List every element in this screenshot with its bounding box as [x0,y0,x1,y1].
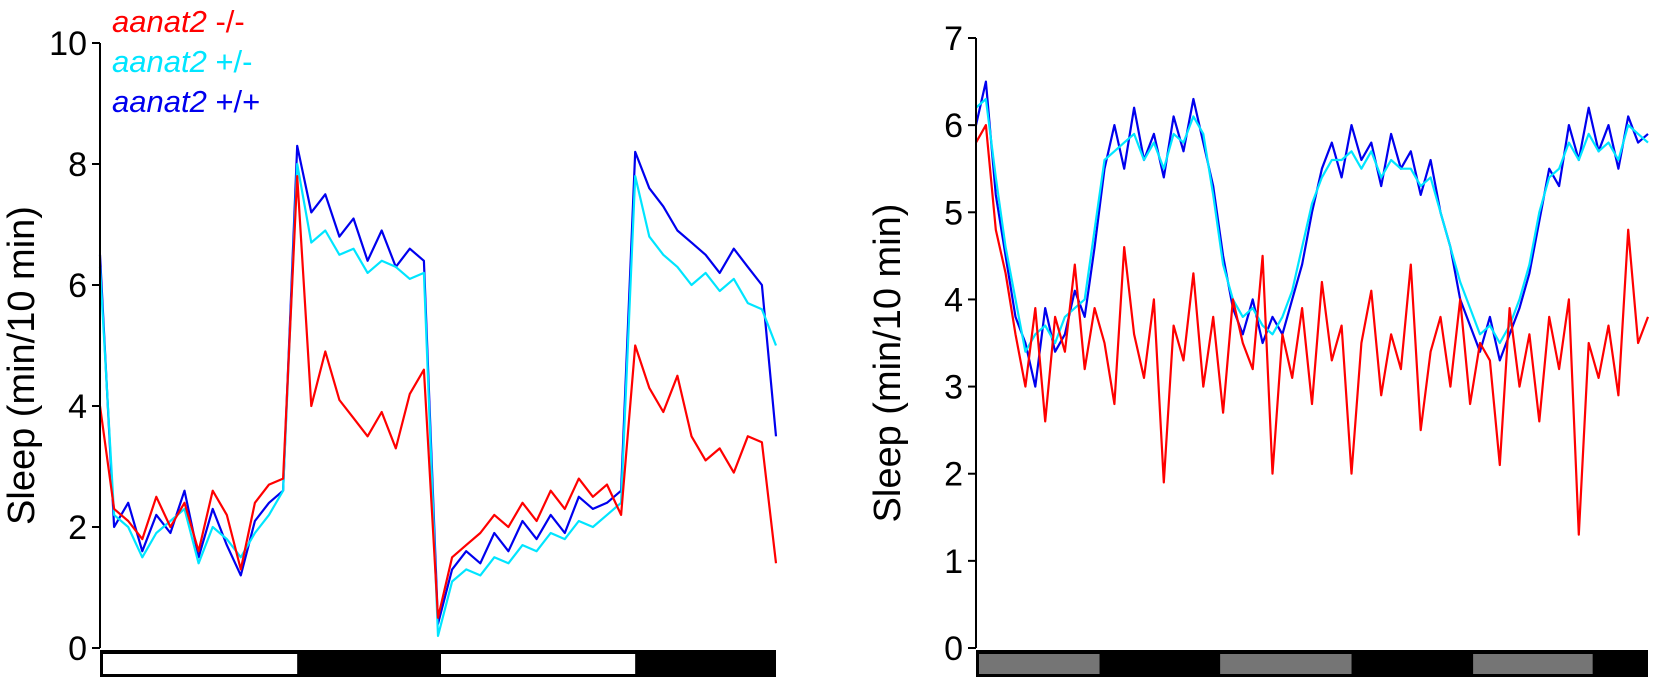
series-line-aanat2- [98,162,778,638]
light-period-segment [1220,654,1352,674]
y-tick-label: 1 [944,543,963,581]
y-tick-label: 0 [944,630,963,668]
series-line-aanat2- [975,123,1650,536]
light-period-segment [441,654,636,674]
y-tick-label: 0 [68,630,87,668]
legend-entry-wildtype: aanat2 +/+ [112,84,260,119]
y-axis-label: Sleep (min/10 min) [867,204,909,523]
y-tick-label: 4 [944,281,963,319]
panel-left-sleep-chart: 0 2 4 6 8 10 Sleep (min/10 min) [1,25,778,677]
series-line-aanat2- [98,175,778,619]
legend-entry-mutant: aanat2 -/- [112,4,245,39]
light-period-segment [1473,654,1593,674]
series-line-aanat2- [975,97,1649,353]
y-tick-label: 4 [68,388,87,426]
y-tick-label: 2 [68,509,87,547]
light-period-segment [103,654,298,674]
y-tick-label: 3 [944,369,963,407]
y-tick-label: 6 [68,267,87,305]
y-tick-label: 6 [944,107,963,145]
y-tick-label: 2 [944,456,963,494]
series-line-aanat2- [974,80,1649,388]
legend-entry-het: aanat2 +/- [112,44,253,79]
light-period-segment [979,654,1100,674]
y-tick-label: 5 [944,194,963,232]
legend: aanat2 -/- aanat2 +/- aanat2 +/+ [112,4,260,119]
y-tick-label: 7 [944,20,963,58]
y-axis-label: Sleep (min/10 min) [1,206,43,525]
panel-right-sleep-chart: 0 1 2 3 4 5 6 7 Sleep (min/10 min) [867,20,1650,677]
y-tick-label: 8 [68,146,87,184]
y-tick-label: 10 [49,25,87,63]
